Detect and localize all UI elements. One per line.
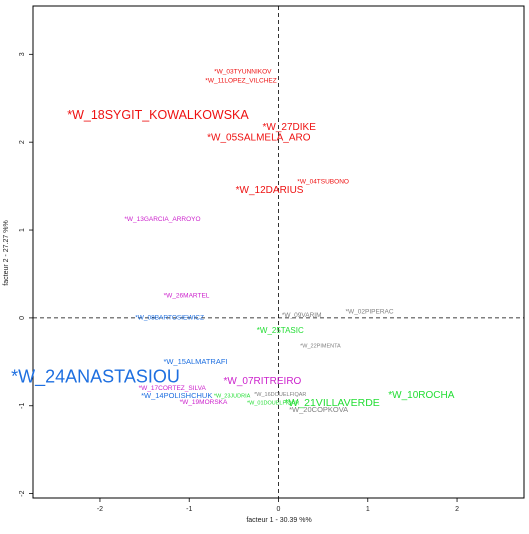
data-point-label: *W_08BARTOSIEWICZ: [135, 315, 204, 322]
x-tick-label: -1: [186, 506, 192, 513]
data-point-label: *W_22PIMENTA: [300, 343, 341, 349]
data-point-label: *W_02PIPERAC: [346, 308, 394, 315]
data-point-label: *W_05SALMELA_ARO: [207, 132, 311, 143]
data-point-label: *W_24ANASTASIOU: [11, 366, 180, 387]
data-point-label: *W_25TASIC: [257, 326, 304, 335]
data-point-label: *W_09VARIM: [282, 312, 322, 319]
data-point-label: *W_04TSUBONO: [297, 178, 349, 185]
data-point-label: *W_17CORTEZ_SILVA: [139, 385, 207, 392]
data-point-label: *W_21VILLAVERDE: [284, 397, 380, 409]
x-tick-label: 1: [366, 506, 370, 513]
data-point-label: *W_01DOUELFIQAR: [247, 401, 299, 407]
data-point-label: *W_20COPKOVA: [289, 405, 348, 414]
y-tick-label: 0: [19, 316, 26, 320]
data-point-label: *W_18SYGIT_KOWALKOWSKA: [67, 108, 249, 122]
data-point-label: *W_19MORSKA: [180, 399, 228, 406]
data-point-label: *W_14POLISHCHUK: [141, 391, 212, 400]
data-point-label: *W_11LOPEZ_VILCHEZ: [205, 77, 276, 84]
x-tick-label: -2: [97, 506, 103, 513]
x-axis-label: facteur 1 - 30.39 %%: [246, 517, 311, 524]
data-point-label: *W_10ROCHA: [388, 390, 454, 401]
y-tick-label: 1: [19, 228, 26, 232]
data-point-label: *W_26MARTEL: [164, 293, 210, 300]
x-tick-label: 2: [455, 506, 459, 513]
data-point-label: *W_15ALMATRAFI: [163, 357, 227, 366]
y-tick-label: 2: [19, 140, 26, 144]
y-axis-label: facteur 2 - 27.27 %%: [3, 220, 10, 285]
y-tick-label: -2: [19, 490, 26, 496]
x-tick-label: 0: [277, 506, 281, 513]
y-tick-label: 3: [19, 52, 26, 56]
data-point-label: *W_27DIKE: [263, 122, 317, 133]
data-point-label: *W_07RITREIRO: [224, 376, 302, 387]
y-tick-label: -1: [19, 403, 26, 409]
data-point-label: *W_23JUDRIA: [214, 394, 251, 400]
data-point-label: *W_03TYUNNIKOV: [214, 69, 272, 76]
data-point-label: *W_13GARCIA_ARROYO: [124, 216, 200, 223]
data-point-label: *W_16DOUELFIQAR: [254, 392, 306, 398]
data-point-label: *W_12DARIUS: [236, 185, 304, 196]
